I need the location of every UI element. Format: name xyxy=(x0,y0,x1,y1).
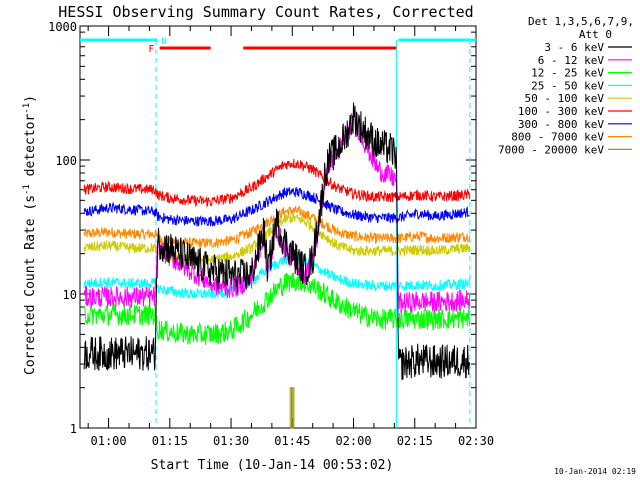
series-line-300-800-kev xyxy=(83,186,470,227)
legend-label: 50 - 100 keV xyxy=(525,92,605,105)
series-line-7000-20000-kev xyxy=(289,387,295,429)
y-tick-label: 100 xyxy=(55,154,77,168)
flare-annotation: F xyxy=(148,44,154,55)
legend-label: 25 - 50 keV xyxy=(531,79,604,92)
legend-label: 7000 - 20000 keV xyxy=(498,143,604,156)
x-tick-label: 02:30 xyxy=(458,434,494,448)
legend-label: 3 - 6 keV xyxy=(544,41,604,54)
legend-header-line-2: Att 0 xyxy=(579,28,612,41)
plot-area: 1 10 100 1000 01:00 01:15 01:30 01:45 02:00 02:15… xyxy=(48,20,494,448)
x-tick-label: 01:45 xyxy=(274,434,310,448)
y-tick-label: 1000 xyxy=(48,20,77,34)
x-axis-label: Start Time (10-Jan-14 00:53:02) xyxy=(151,458,394,473)
y-axis-label: Corrected Count Rate (s-1 detector-1) xyxy=(22,95,38,375)
series-line-25-50-kev xyxy=(83,252,471,300)
series-line-6-12-kev xyxy=(83,109,471,313)
x-tick-label: 01:15 xyxy=(152,434,188,448)
y-tick-label: 1 xyxy=(70,422,77,436)
x-tick-label: 02:00 xyxy=(335,434,371,448)
plot-frame xyxy=(79,25,477,429)
legend-label: 300 - 800 keV xyxy=(518,118,604,131)
timestamp: 10-Jan-2014 02:19 xyxy=(554,467,636,476)
x-tick-label: 01:00 xyxy=(91,434,127,448)
legend-label: 800 - 7000 keV xyxy=(511,131,604,144)
series-line-3-6-kev xyxy=(83,102,471,380)
legend-label: 6 - 12 keV xyxy=(538,54,605,67)
chart-title: HESSI Observing Summary Count Rates, Cor… xyxy=(58,3,473,21)
x-tick-label: 02:15 xyxy=(397,434,433,448)
legend-header-line-1: Det 1,3,5,6,7,9, xyxy=(528,15,634,28)
series-line-100-300-kev xyxy=(83,158,471,208)
legend-label: 100 - 300 keV xyxy=(518,105,604,118)
legend-label: 12 - 25 keV xyxy=(531,67,604,80)
y-tick-label: 10 xyxy=(63,288,77,302)
x-tick-label: 01:30 xyxy=(213,434,249,448)
night-annotation: N xyxy=(161,37,166,47)
